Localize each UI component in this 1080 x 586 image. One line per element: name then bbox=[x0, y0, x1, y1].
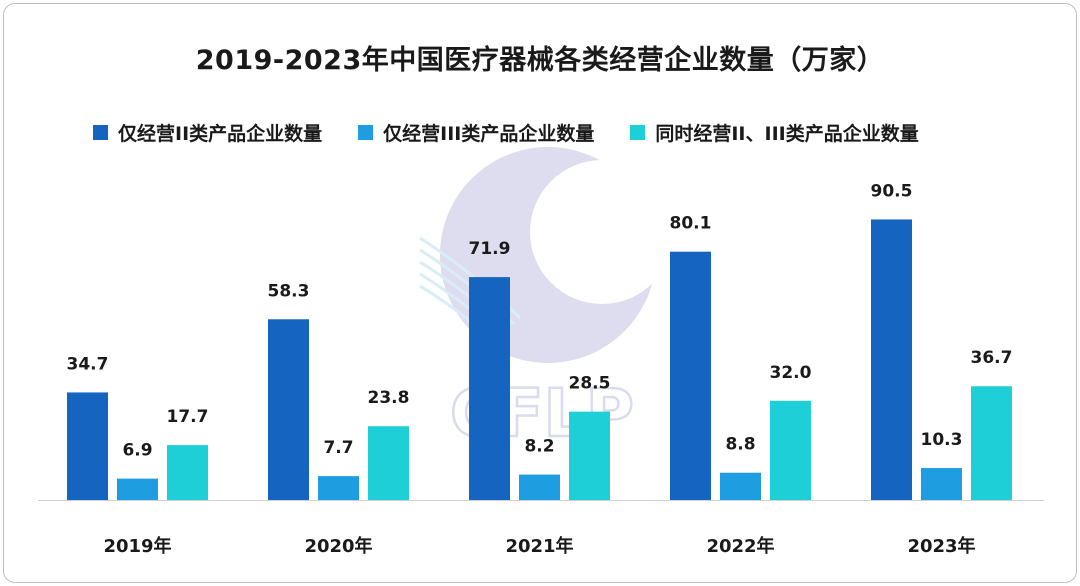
x-tick-label: 2023年 bbox=[907, 535, 975, 557]
bar bbox=[670, 251, 711, 500]
bar bbox=[720, 472, 761, 500]
bar bbox=[971, 386, 1012, 500]
data-label: 8.2 bbox=[524, 437, 554, 457]
bar bbox=[368, 426, 409, 500]
x-tick-label: 2021年 bbox=[505, 535, 573, 557]
data-label: 71.9 bbox=[469, 239, 511, 259]
data-label: 80.1 bbox=[670, 214, 712, 234]
bar bbox=[921, 468, 962, 500]
legend-label: 同时经营II、III类产品企业数量 bbox=[655, 122, 919, 145]
legend-swatch bbox=[93, 124, 108, 140]
data-labels-group: 34.7 6.9 17.7 58.3 7.7 23.8 71.9 8.2 28.5 80.1 8.8… bbox=[67, 181, 1013, 460]
x-tick-label: 2019年 bbox=[103, 535, 171, 557]
data-label: 17.7 bbox=[167, 407, 209, 427]
bar bbox=[67, 392, 108, 500]
bar bbox=[469, 277, 510, 500]
data-label: 36.7 bbox=[971, 348, 1013, 368]
bar bbox=[117, 478, 158, 500]
x-tick-labels-group: 2019年 2020年 2021年 2022年 2023年 bbox=[103, 535, 975, 557]
bar bbox=[871, 219, 912, 500]
data-label: 32.0 bbox=[770, 363, 812, 383]
data-label: 7.7 bbox=[323, 438, 353, 458]
bar bbox=[770, 400, 811, 500]
chart-title: 2019-2023年中国医疗器械各类经营企业数量（万家） bbox=[195, 45, 885, 76]
legend-swatch bbox=[630, 124, 646, 140]
data-label: 28.5 bbox=[569, 374, 611, 394]
legend-item: 仅经营II类产品企业数量 bbox=[93, 119, 322, 146]
bar bbox=[569, 411, 610, 500]
data-label: 23.8 bbox=[368, 388, 410, 408]
legend-label: 仅经营II类产品企业数量 bbox=[118, 122, 323, 145]
x-tick-label: 2020年 bbox=[304, 535, 372, 557]
legend-swatch bbox=[358, 124, 374, 140]
legend-item: 仅经营III类产品企业数量 bbox=[358, 119, 594, 146]
legend-item: 同时经营II、III类产品企业数量 bbox=[630, 119, 919, 146]
x-tick-label: 2022年 bbox=[706, 535, 774, 557]
bar bbox=[519, 474, 560, 500]
bar bbox=[318, 476, 359, 500]
data-label: 10.3 bbox=[921, 430, 963, 450]
legend: 仅经营II类产品企业数量 仅经营III类产品企业数量 同时经营II、III类产品企业… bbox=[93, 118, 919, 146]
bar bbox=[268, 319, 309, 500]
data-label: 90.5 bbox=[871, 181, 913, 201]
cflp-watermark: CFLP bbox=[419, 147, 674, 453]
data-label: 34.7 bbox=[67, 354, 109, 374]
bars-group bbox=[67, 219, 1012, 500]
bar bbox=[167, 445, 208, 500]
data-label: 58.3 bbox=[268, 281, 310, 301]
data-label: 6.9 bbox=[122, 441, 152, 461]
data-label: 8.8 bbox=[725, 435, 755, 455]
watermark-circle-cutout bbox=[530, 160, 674, 304]
legend-label: 仅经营III类产品企业数量 bbox=[383, 122, 595, 145]
